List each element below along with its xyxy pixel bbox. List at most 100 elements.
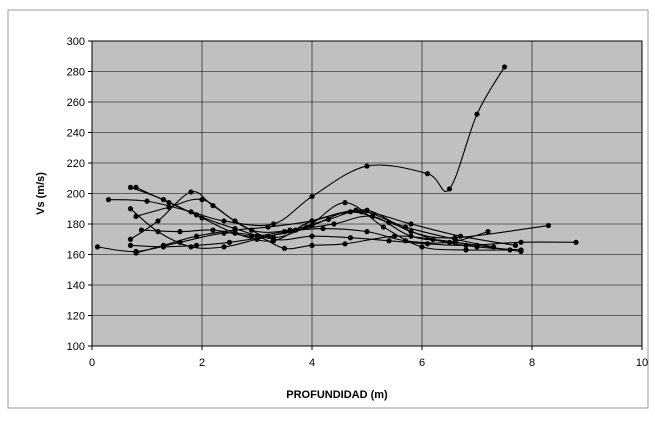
- data-point: [474, 111, 480, 117]
- data-point: [342, 200, 348, 206]
- y-tick-label: 260: [67, 97, 85, 109]
- data-point: [320, 225, 326, 232]
- y-tick-label: 140: [67, 280, 85, 292]
- y-tick-label: 180: [67, 219, 85, 231]
- data-point: [518, 239, 524, 245]
- data-point: [364, 207, 370, 213]
- data-point: [138, 227, 145, 233]
- data-point: [452, 235, 458, 241]
- data-point: [210, 227, 216, 233]
- data-point: [133, 248, 139, 255]
- data-point: [155, 218, 161, 224]
- data-point: [512, 242, 519, 248]
- data-point: [133, 184, 139, 190]
- x-tick-label: 2: [199, 357, 205, 369]
- data-point: [177, 229, 183, 235]
- y-axis-title: Vs (m/s): [35, 172, 47, 215]
- series-6: [94, 230, 480, 255]
- data-point: [424, 241, 431, 247]
- data-point: [309, 193, 315, 200]
- data-point: [386, 238, 392, 244]
- data-point: [573, 239, 579, 245]
- data-point: [166, 200, 172, 206]
- y-tick-label: 160: [67, 250, 85, 262]
- y-tick-labels: 100 120 140 160 180 200 220 240 260 280 300: [67, 36, 92, 353]
- data-point: [424, 171, 431, 177]
- data-point: [331, 221, 337, 227]
- data-point: [193, 233, 200, 239]
- data-point: [518, 247, 524, 253]
- y-tick-label: 300: [67, 36, 85, 48]
- data-point: [270, 236, 277, 242]
- series-group: [94, 64, 579, 256]
- y-tick-label: 200: [67, 189, 85, 201]
- series-line: [135, 198, 577, 246]
- data-point: [127, 184, 134, 190]
- data-point: [221, 218, 227, 224]
- data-point: [265, 224, 271, 230]
- data-point: [485, 229, 491, 235]
- data-point: [226, 239, 233, 245]
- y-tick-label: 120: [67, 311, 85, 323]
- data-point: [232, 218, 238, 224]
- data-point: [166, 204, 172, 210]
- data-point: [105, 197, 112, 203]
- data-point: [325, 216, 332, 223]
- data-point: [270, 221, 277, 227]
- y-tick-label: 100: [67, 341, 85, 353]
- data-point: [342, 241, 348, 247]
- data-point: [408, 229, 414, 235]
- data-point: [408, 221, 414, 227]
- data-point: [281, 245, 288, 251]
- data-point: [127, 236, 134, 242]
- data-point: [507, 247, 513, 253]
- data-point: [364, 229, 370, 235]
- data-point: [199, 197, 205, 203]
- y-tick-label: 220: [67, 158, 85, 170]
- data-point: [127, 206, 134, 212]
- data-point: [463, 242, 469, 248]
- data-point: [347, 235, 354, 241]
- data-point: [177, 239, 183, 245]
- data-point: [127, 242, 134, 248]
- data-point: [248, 233, 255, 239]
- x-tick-label: 10: [636, 357, 648, 369]
- data-point: [303, 224, 310, 230]
- data-point: [133, 213, 139, 219]
- data-point: [193, 242, 200, 248]
- data-point: [364, 163, 370, 169]
- y-tick-label: 240: [67, 128, 85, 140]
- data-point: [309, 233, 315, 239]
- data-point: [94, 244, 101, 250]
- y-tick-label: 280: [67, 67, 85, 79]
- data-point: [419, 244, 425, 250]
- data-point: [463, 247, 469, 253]
- data-point: [265, 233, 271, 239]
- data-point: [155, 229, 161, 235]
- series-7: [127, 189, 552, 242]
- data-point: [199, 215, 205, 221]
- data-point: [309, 242, 315, 248]
- data-point: [446, 186, 453, 192]
- data-point: [430, 236, 436, 242]
- data-point: [221, 244, 227, 250]
- x-tick-label: 0: [89, 357, 95, 369]
- data-point: [160, 244, 167, 250]
- data-point: [380, 224, 387, 230]
- series-1: [105, 64, 508, 227]
- x-tick-label: 4: [309, 357, 315, 369]
- series-9: [133, 197, 579, 248]
- data-point: [501, 64, 508, 70]
- data-point: [232, 227, 238, 233]
- x-tick-labels: 0 2 4 6 8 10: [89, 346, 648, 369]
- data-point: [446, 239, 453, 245]
- x-tick-label: 8: [529, 357, 535, 369]
- x-tick-label: 6: [419, 357, 425, 369]
- data-point: [545, 222, 552, 229]
- data-point: [188, 189, 194, 195]
- x-axis-title: PROFUNDIDAD (m): [286, 389, 388, 401]
- data-point: [144, 198, 150, 204]
- series-10: [127, 200, 513, 253]
